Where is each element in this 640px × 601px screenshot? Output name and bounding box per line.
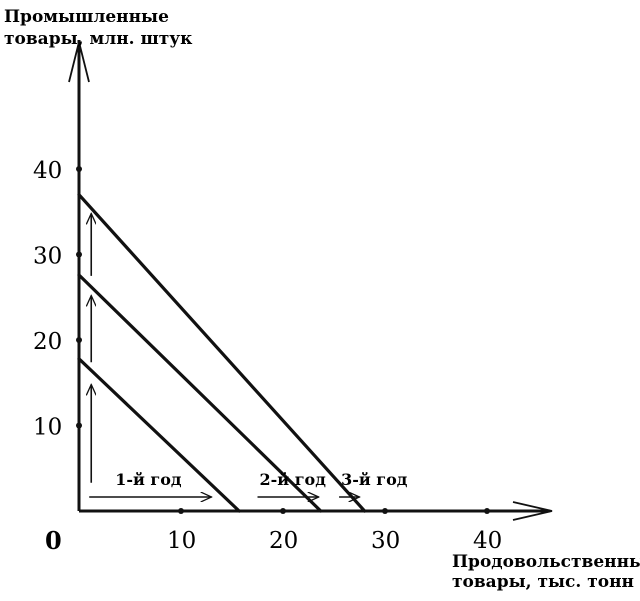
x-tick-dot	[178, 508, 184, 514]
x-tick-label: 30	[371, 528, 400, 554]
year-label-3: 3-й год	[341, 470, 408, 489]
y-tick-label: 40	[33, 158, 62, 184]
origin-label: 0	[45, 526, 62, 555]
x-tick-dot	[484, 508, 490, 514]
y-tick-dot	[76, 337, 82, 343]
y-axis-label-line-2: товары, млн. штук	[4, 29, 193, 49]
tick-layer: 10 20 30 40 10 20 30 40	[33, 158, 502, 554]
budget-line-1	[77, 357, 241, 513]
series-layer	[77, 193, 367, 513]
y-tick-dot	[76, 422, 82, 429]
y-tick-dot	[76, 251, 82, 258]
y-tick-label: 20	[33, 329, 62, 355]
x-tick-dot	[382, 508, 388, 514]
x-tick-label: 40	[473, 528, 502, 554]
axes	[68, 40, 553, 521]
year-label-2: 2-й год	[260, 470, 327, 489]
year-label-layer: 1-й год 2-й год 3-й год	[115, 470, 408, 489]
x-tick-label: 20	[269, 528, 298, 554]
budget-line-3	[77, 193, 367, 513]
y-tick-dot	[76, 166, 82, 172]
x-tick-dot	[280, 508, 286, 514]
y-tick-label: 10	[33, 415, 62, 441]
x-axis-label-line-2: товары, тыс. тонн	[452, 572, 634, 592]
year-label-1: 1-й год	[115, 470, 182, 489]
x-axis-arrowhead	[512, 501, 553, 521]
y-axis-label-line-1: Промышленные	[4, 7, 169, 27]
x-axis-label-line-1: Продовольственные	[452, 552, 640, 572]
arrow-layer	[89, 213, 359, 497]
y-tick-label: 30	[33, 244, 62, 270]
x-tick-label: 10	[167, 528, 196, 554]
budget-line-2	[77, 273, 323, 513]
y-axis-arrowhead	[68, 41, 90, 83]
